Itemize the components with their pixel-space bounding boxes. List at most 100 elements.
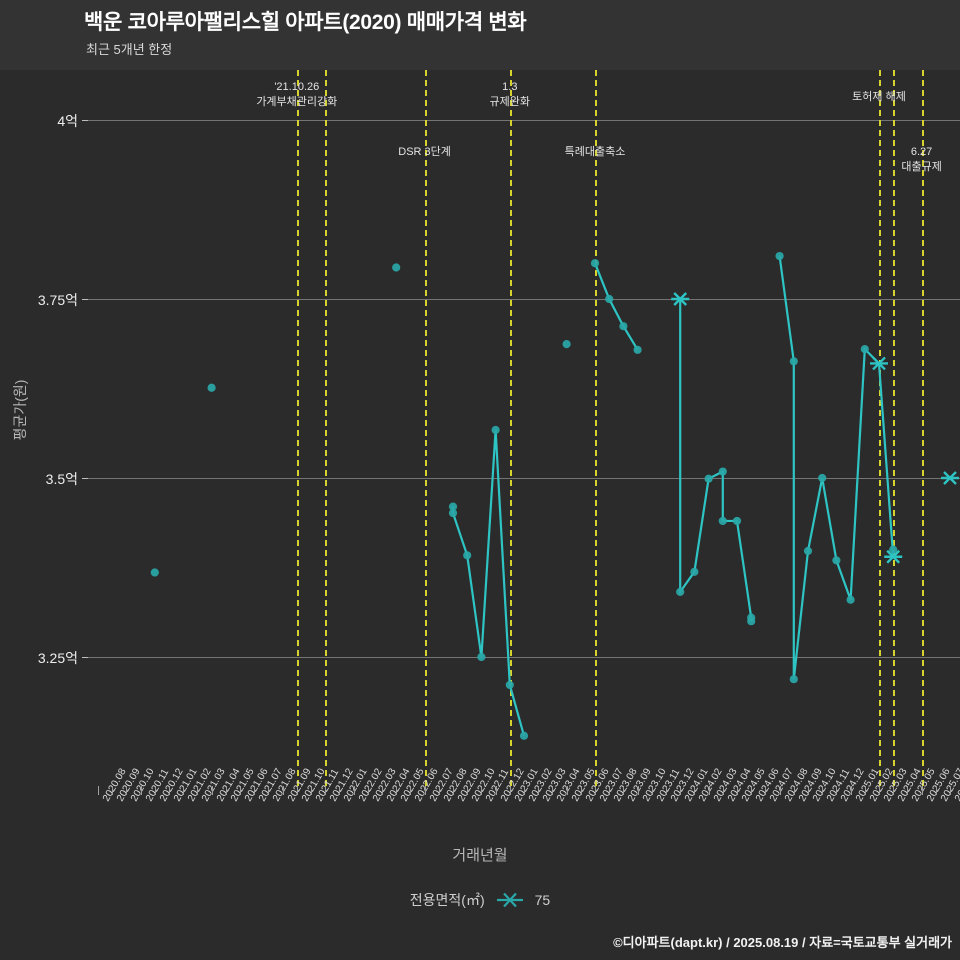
data-point-marker[interactable] <box>718 467 727 476</box>
data-point-marker[interactable] <box>747 617 756 626</box>
data-point-marker[interactable] <box>150 568 159 577</box>
data-series-layer <box>150 251 959 740</box>
data-point-marker[interactable] <box>463 551 472 560</box>
x-tick-mark <box>864 786 866 795</box>
data-point-marker[interactable] <box>775 251 784 261</box>
data-point-marker[interactable] <box>704 474 713 483</box>
event-label-line: '21.10.26 <box>274 81 320 93</box>
x-tick-mark <box>268 786 270 795</box>
page-subtitle: 최근 5개년 한정 <box>86 42 173 57</box>
x-tick-mark <box>382 786 383 795</box>
data-point-marker[interactable] <box>207 383 216 392</box>
y-tick-mark <box>82 478 88 479</box>
event-label: '21.10.26 가계부채관리강화 <box>256 80 337 110</box>
x-tick-mark <box>822 786 824 795</box>
data-point-marker[interactable] <box>505 680 514 690</box>
x-tick-mark <box>623 786 625 795</box>
event-label-line: 토허제 해제 <box>852 91 906 103</box>
data-point-marker[interactable] <box>590 259 600 268</box>
data-point-marker[interactable] <box>562 340 571 349</box>
x-tick-mark <box>552 786 554 795</box>
x-tick-mark <box>424 786 426 795</box>
event-label-line: 가계부채관리강화 <box>256 96 338 108</box>
y-tick-mark <box>82 299 88 300</box>
event-label: 토허제 해제 <box>852 90 906 105</box>
x-tick-mark <box>609 786 611 795</box>
x-tick-mark <box>666 786 667 795</box>
data-point-marker[interactable] <box>448 508 458 518</box>
event-label: 1.3 규제완화 <box>490 80 530 110</box>
x-tick-mark <box>438 786 440 795</box>
x-tick-mark <box>509 786 511 795</box>
x-axis-title: 거래년월 <box>452 847 508 864</box>
y-tick-label: 4억 <box>57 113 78 129</box>
x-tick-mark <box>722 786 724 795</box>
x-tick-mark <box>339 786 341 795</box>
legend: 전용면적(㎡) 75 <box>0 890 960 910</box>
data-point-marker[interactable] <box>860 345 869 354</box>
x-tick-mark <box>580 786 582 795</box>
event-label-line: 6.27 <box>910 146 933 158</box>
event-label: 6.27 대출규제 <box>901 145 941 175</box>
event-vline <box>879 70 881 786</box>
gridline <box>88 299 960 300</box>
x-tick-mark <box>524 786 525 795</box>
data-point-marker[interactable] <box>789 675 798 684</box>
x-tick-mark <box>808 786 809 795</box>
data-point-marker[interactable] <box>448 502 458 511</box>
x-tick-mark <box>211 786 213 795</box>
gridline <box>88 657 960 658</box>
data-point-marker[interactable] <box>519 731 529 740</box>
data-point-marker[interactable] <box>846 595 855 604</box>
data-point-marker-x[interactable] <box>884 549 903 564</box>
data-point-marker[interactable] <box>619 322 628 331</box>
y-tick-label: 3.75억 <box>37 292 78 308</box>
event-label: 특례대출축소 <box>565 145 626 160</box>
data-point-marker[interactable] <box>676 587 685 596</box>
data-point-marker[interactable] <box>718 516 727 526</box>
data-point-marker[interactable] <box>392 263 401 272</box>
x-tick-mark <box>538 786 540 795</box>
event-vline <box>325 70 328 786</box>
x-tick-mark <box>240 786 241 795</box>
x-tick-mark <box>282 786 284 795</box>
x-tick-mark <box>183 786 185 795</box>
data-point-marker[interactable] <box>818 473 827 483</box>
x-axis: 2020.08 2020.09 2020.10 2020.11 2020.12 2021.… <box>0 767 960 906</box>
plot-area: 4억 3.75억 3.5억 3.25억 평균가(원) '21.10.26 가계부채관리강… <box>0 70 960 786</box>
x-tick-mark <box>112 786 114 795</box>
x-tick-mark <box>154 786 156 795</box>
data-point-marker[interactable] <box>605 294 614 304</box>
chart-header: 백운 코아루아팰리스힐 아파트(2020) 매매가격 변화 최근 5개년 한정 <box>0 0 960 70</box>
data-point-marker[interactable] <box>732 516 742 526</box>
data-point-marker[interactable] <box>690 567 699 576</box>
x-tick-mark <box>708 786 710 795</box>
x-tick-mark <box>879 786 880 795</box>
data-point-marker[interactable] <box>889 545 898 554</box>
legend-title: 전용면적(㎡) <box>409 892 485 908</box>
x-tick-mark <box>169 786 170 795</box>
x-tick-mark <box>296 786 298 795</box>
x-tick-mark <box>595 786 596 795</box>
event-vline <box>296 70 299 786</box>
gridline <box>88 120 960 121</box>
data-point-marker[interactable] <box>789 357 798 366</box>
x-tick-mark <box>637 786 639 795</box>
event-label-line: 1.3 <box>502 81 518 93</box>
gridline <box>88 478 960 479</box>
x-tick-mark <box>126 786 128 795</box>
data-point-marker-x[interactable] <box>671 292 690 306</box>
x-tick-mark <box>680 786 682 795</box>
data-point-marker[interactable] <box>477 652 486 662</box>
data-point-marker[interactable] <box>633 345 642 354</box>
data-point-marker[interactable] <box>491 425 500 435</box>
data-point-marker-x[interactable] <box>941 471 959 485</box>
page-title: 백운 코아루아팰리스힐 아파트(2020) 매매가격 변화 <box>84 11 527 34</box>
data-point-marker[interactable] <box>832 556 841 565</box>
data-point-marker[interactable] <box>803 546 813 556</box>
data-point-marker-x[interactable] <box>870 356 888 371</box>
x-tick-mark <box>367 786 369 795</box>
event-label-line: 대출규제 <box>901 161 942 173</box>
event-vline <box>424 70 427 786</box>
